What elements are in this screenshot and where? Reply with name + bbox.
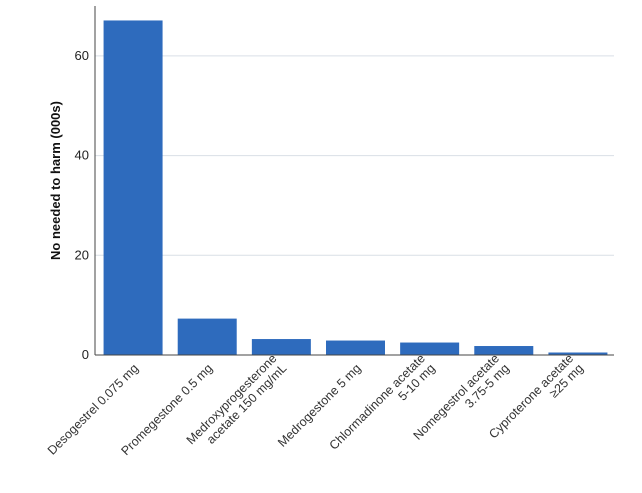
bar xyxy=(103,20,163,356)
y-tick-label: 0 xyxy=(82,347,89,362)
x-tick-label-line: Medroxyprogesterone xyxy=(184,351,280,447)
bar xyxy=(251,339,311,355)
y-axis-label: No needed to harm (000s) xyxy=(48,101,63,260)
bar xyxy=(400,342,460,355)
y-tick-labels: 0 20 40 60 xyxy=(75,48,89,362)
y-tick-label: 40 xyxy=(75,148,89,163)
bar xyxy=(548,352,608,355)
grid-lines xyxy=(95,55,614,256)
axes xyxy=(94,6,614,356)
x-tick-label-line: Chlormadinone acetate xyxy=(327,351,428,452)
y-tick-label: 20 xyxy=(75,247,89,262)
bars xyxy=(103,20,608,356)
x-tick-label: Chlormadinone acetate5-10 mg xyxy=(327,351,438,462)
y-tick-label: 60 xyxy=(75,48,89,63)
bar xyxy=(474,346,534,355)
bar xyxy=(177,318,237,355)
bar xyxy=(326,340,385,355)
